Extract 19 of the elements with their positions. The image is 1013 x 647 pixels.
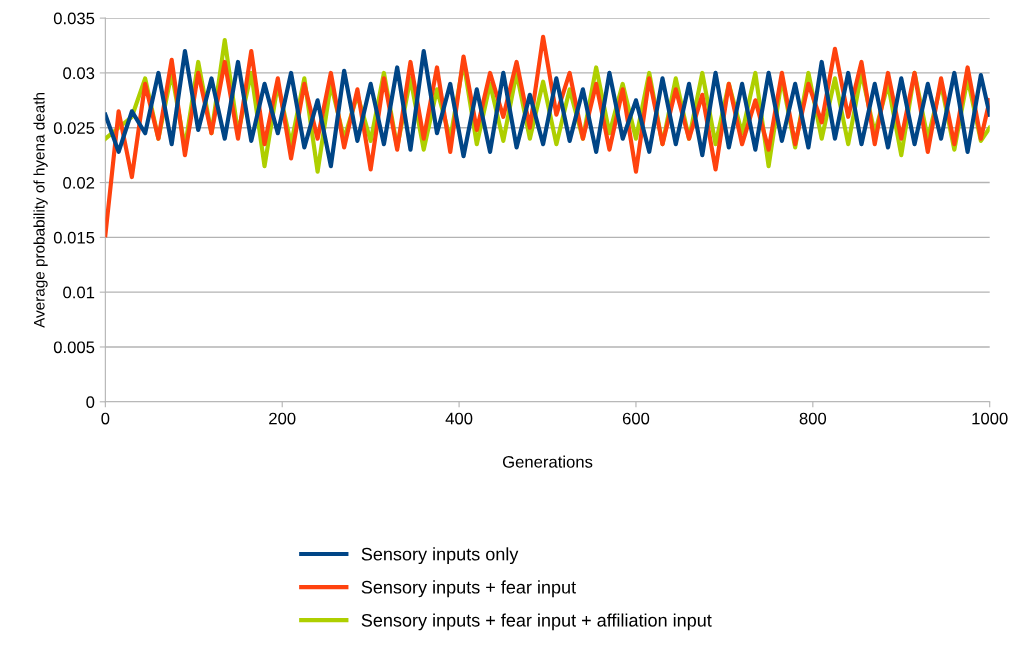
legend-label: Sensory inputs + fear input bbox=[361, 580, 576, 598]
y-tick-label: 0.01 bbox=[63, 286, 95, 299]
y-axis-title: Average probability of hyena death bbox=[33, 93, 48, 328]
x-tick-label: 600 bbox=[622, 412, 650, 425]
y-tick-label: 0.03 bbox=[63, 67, 95, 80]
y-tick-label: 0.035 bbox=[53, 12, 95, 25]
x-tick-label: 0 bbox=[101, 412, 110, 425]
y-tick-label: 0.025 bbox=[53, 122, 95, 134]
x-tick-label: 200 bbox=[269, 412, 296, 425]
x-tick-label: 800 bbox=[799, 412, 827, 425]
x-tick-label: 400 bbox=[445, 412, 473, 425]
x-axis-title: Generations bbox=[502, 455, 593, 468]
legend-label: Sensory inputs + fear input + affiliation input bbox=[361, 613, 712, 631]
legend-label: Sensory inputs only bbox=[361, 547, 519, 565]
y-tick-label: 0.005 bbox=[53, 341, 95, 354]
x-tick-label: 1000 bbox=[972, 412, 1008, 425]
y-tick-label: 0.02 bbox=[63, 176, 95, 189]
y-tick-label: 0 bbox=[86, 396, 95, 408]
y-tick-label: 0.015 bbox=[53, 231, 95, 244]
